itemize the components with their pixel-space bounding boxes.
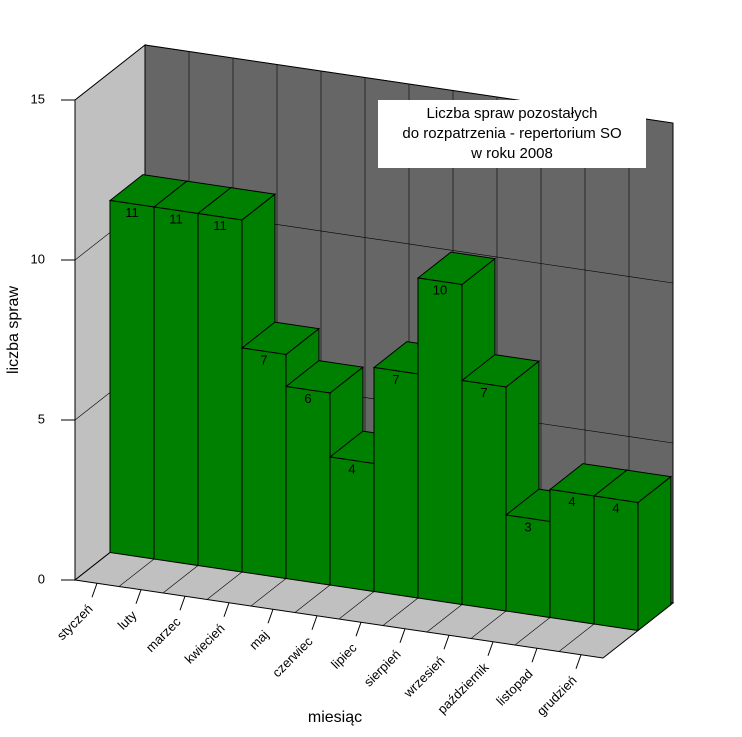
- bar-front: [461, 379, 507, 612]
- x-tick: [135, 589, 142, 604]
- bar-front: [109, 199, 155, 560]
- x-tick-label: wrzesień: [400, 653, 448, 701]
- x-tick: [355, 622, 362, 637]
- value-label: 11: [169, 212, 183, 227]
- value-label: 7: [480, 385, 487, 400]
- value-label: 7: [392, 372, 399, 387]
- value-label: 11: [213, 218, 227, 233]
- bar-front: [593, 495, 639, 632]
- value-label: 4: [612, 501, 619, 516]
- bar-front: [153, 206, 199, 567]
- y-tick-label: 5: [38, 411, 45, 426]
- x-tick: [531, 648, 538, 663]
- chart-title: do rozpatrzenia - repertorium SO: [402, 125, 621, 142]
- bar-front: [329, 456, 375, 593]
- x-tick-label: grudzień: [534, 673, 580, 719]
- value-label: 6: [304, 391, 311, 406]
- bar-front: [241, 347, 287, 580]
- x-tick: [311, 615, 318, 630]
- x-tick-label: luty: [115, 607, 140, 632]
- bar-side: [637, 475, 672, 632]
- bar-front: [197, 212, 243, 573]
- x-tick: [575, 654, 582, 669]
- bar-front: [285, 385, 331, 586]
- y-tick-label: 0: [38, 571, 45, 586]
- bar-front: [417, 277, 463, 606]
- value-label: 10: [433, 283, 447, 298]
- x-tick: [179, 596, 186, 611]
- value-label: 11: [125, 205, 139, 220]
- x-tick: [443, 635, 450, 650]
- x-tick-label: czerwiec: [269, 633, 316, 680]
- value-label: 3: [524, 520, 531, 535]
- x-tick-label: sierpień: [361, 647, 404, 690]
- x-tick-label: maj: [246, 627, 271, 652]
- grid-line: [74, 44, 674, 124]
- x-tick: [223, 602, 230, 617]
- bar: [592, 469, 673, 632]
- bar-front: [549, 488, 595, 625]
- title-box: [378, 100, 646, 168]
- y-tick-label: 10: [31, 251, 45, 266]
- x-tick-label: listopad: [493, 666, 535, 708]
- x-tick: [91, 583, 98, 598]
- x-tick: [267, 609, 274, 624]
- x-axis-title: miesiąc: [308, 709, 362, 726]
- x-tick-label: lipiec: [328, 640, 360, 672]
- y-axis-title: liczba spraw: [5, 286, 22, 374]
- bar-front: [373, 366, 419, 599]
- x-tick-label: styczeń: [54, 601, 96, 643]
- x-tick-label: marzec: [143, 614, 184, 655]
- x-tick-label: kwiecień: [182, 621, 228, 667]
- x-tick: [487, 641, 494, 656]
- x-tick: [399, 628, 406, 643]
- value-label: 7: [260, 353, 267, 368]
- chart-title: Liczba spraw pozostałych: [427, 105, 598, 122]
- chart-title: w roku 2008: [470, 145, 553, 162]
- value-label: 4: [568, 494, 575, 509]
- y-tick-label: 15: [31, 91, 45, 106]
- value-label: 4: [348, 462, 355, 477]
